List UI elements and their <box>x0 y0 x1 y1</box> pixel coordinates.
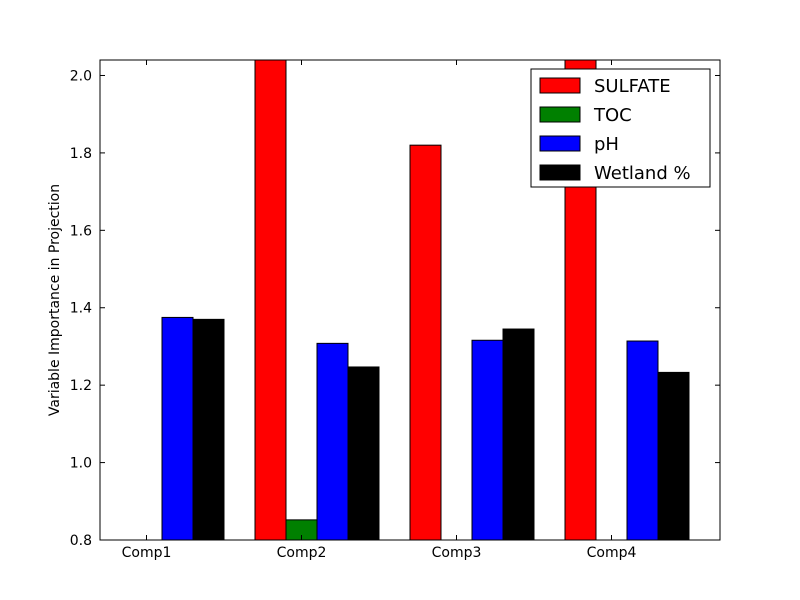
y-tick-label: 2.0 <box>70 68 92 84</box>
y-tick-label: 1.2 <box>70 378 92 394</box>
y-tick-label: 1.0 <box>70 456 92 472</box>
y-axis-label: Variable Importance in Projection <box>47 184 63 416</box>
bar-sulfate-comp3 <box>409 144 442 541</box>
bar-wetland-comp2 <box>347 366 380 541</box>
legend-label-sulfate: SULFATE <box>594 76 671 97</box>
y-tick-label: 1.4 <box>70 301 92 317</box>
legend: SULFATE TOC pH Wetland % <box>530 68 711 188</box>
x-tick-label: Comp4 <box>587 545 637 561</box>
x-axis: Comp1 Comp2 Comp3 Comp4 <box>122 60 637 561</box>
x-tick-label: Comp3 <box>432 545 482 561</box>
bar-wetland-comp3 <box>502 328 535 541</box>
legend-label-toc: TOC <box>593 105 632 126</box>
bar-ph-comp3 <box>471 339 504 541</box>
legend-swatch-ph <box>539 135 581 152</box>
bar-ph-comp1 <box>161 316 194 541</box>
legend-swatch-toc <box>539 106 581 123</box>
y-tick-label: 1.8 <box>70 146 92 162</box>
legend-label-ph: pH <box>594 134 619 155</box>
x-tick-label: Comp2 <box>277 545 327 561</box>
y-axis: 0.8 1.0 1.2 1.4 1.6 1.8 2.0 <box>70 68 720 549</box>
legend-label-wetland: Wetland % <box>594 163 691 184</box>
y-tick-label: 1.6 <box>70 223 92 239</box>
legend-swatch-wetland <box>539 164 581 181</box>
legend-swatch-sulfate <box>539 77 581 94</box>
y-tick-label: 0.8 <box>70 533 92 549</box>
bar-ph-comp4 <box>626 340 659 541</box>
bar-wetland-comp1 <box>192 318 225 541</box>
plot-frame <box>99 59 721 541</box>
bar-ph-comp2 <box>316 342 349 541</box>
bar-sulfate-comp2 <box>254 59 287 541</box>
x-tick-label: Comp1 <box>122 545 172 561</box>
bar-wetland-comp4 <box>657 371 690 541</box>
